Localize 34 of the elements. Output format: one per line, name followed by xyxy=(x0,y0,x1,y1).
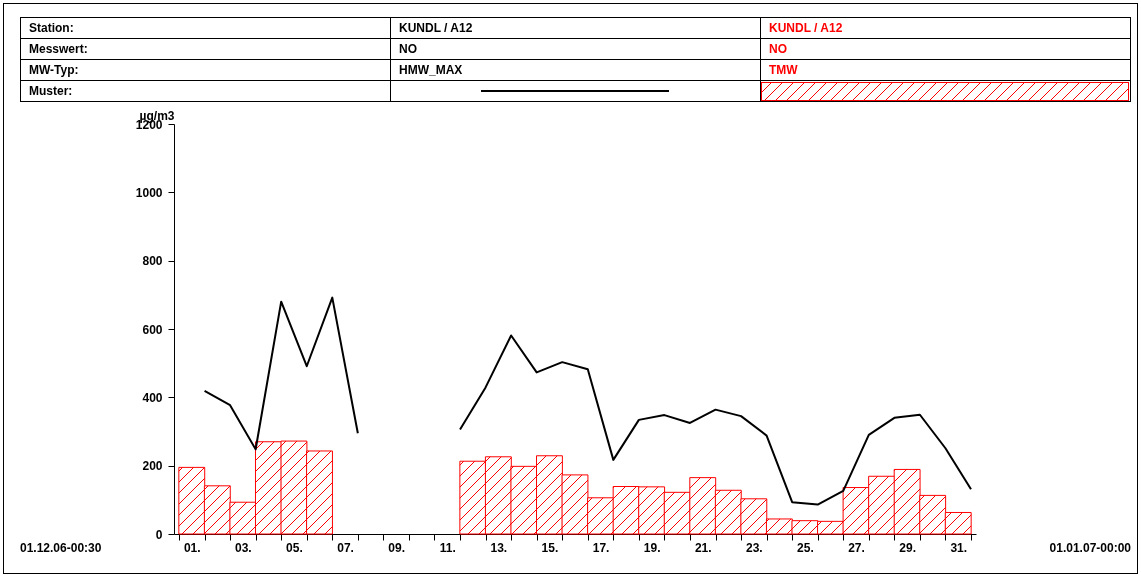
x-tick-label: 03. xyxy=(235,540,252,555)
text: 01.01.07-00:00 xyxy=(1049,541,1131,555)
text: KUNDL / A12 xyxy=(760,17,1131,39)
text: TMW xyxy=(760,59,1131,81)
x-tick-label: 13. xyxy=(490,540,508,555)
text: Muster: xyxy=(20,80,391,102)
text: KUNDL / A12 xyxy=(390,17,761,39)
text: Messwert: xyxy=(20,38,391,60)
text: NO xyxy=(390,38,761,60)
x-tick-label: 23. xyxy=(745,540,763,555)
y-tick-label: 1000 xyxy=(135,185,163,200)
text: MW-Typ: xyxy=(20,59,391,81)
x-tick-label: 25. xyxy=(797,540,814,555)
x-tick-label: 17. xyxy=(592,540,610,555)
x-tick-label: 15. xyxy=(541,540,559,555)
x-tick-label: 11. xyxy=(439,540,456,555)
x-tick-label: 01. xyxy=(183,540,201,555)
y-tick-label: 800 xyxy=(142,254,163,269)
text: HMW_MAX xyxy=(390,59,761,81)
x-tick-label: 05. xyxy=(286,540,303,555)
y-tick-label: 600 xyxy=(142,322,163,337)
x-tick-label: 09. xyxy=(388,540,406,555)
text: NO xyxy=(760,38,1131,60)
x-tick-label: 21. xyxy=(694,540,712,555)
x-tick-label: 07. xyxy=(337,540,354,555)
x-tick-label: 27. xyxy=(848,540,865,555)
x-tick-label: 19. xyxy=(643,540,661,555)
y-tick-label: 200 xyxy=(142,459,163,474)
text: Station: xyxy=(20,17,391,39)
y-tick-label: 0 xyxy=(155,527,163,542)
text: 01.12.06-00:30 xyxy=(20,541,102,555)
x-tick-label: 31. xyxy=(950,540,968,555)
y-tick-label: 400 xyxy=(142,390,163,405)
x-tick-label: 29. xyxy=(899,540,916,555)
